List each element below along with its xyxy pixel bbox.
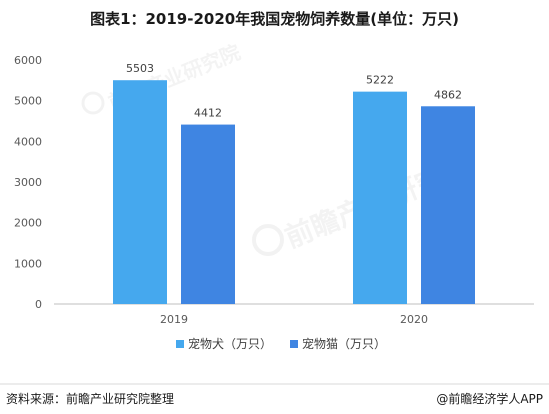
x-category-label: 2019 [160, 313, 188, 326]
data-label: 4412 [194, 107, 222, 120]
y-tick-label: 4000 [14, 135, 42, 148]
legend-label-cat: 宠物猫（万只） [302, 336, 386, 351]
category-labels: 2019 2020 [160, 313, 428, 326]
y-tick-label: 6000 [14, 54, 42, 67]
footer-source: 资料来源：前瞻产业研究院整理 [6, 391, 174, 406]
bars [113, 80, 475, 305]
bar-dog-2019 [113, 80, 167, 304]
data-label: 5503 [126, 62, 154, 75]
chart-title: 图表1：2019-2020年我国宠物饲养数量(单位：万只) [90, 10, 459, 28]
bar-cat-2020 [421, 106, 475, 305]
legend-label-dog: 宠物犬（万只） [188, 336, 272, 351]
footer-brand: @前瞻经济学人APP [436, 391, 543, 406]
y-axis-ticks: 0 1000 2000 3000 4000 5000 6000 [14, 54, 42, 311]
legend: 宠物犬（万只） 宠物猫（万只） [176, 336, 386, 351]
data-label: 5222 [366, 74, 394, 87]
bar-cat-2019 [181, 124, 235, 304]
legend-swatch-dog [176, 340, 184, 348]
y-tick-label: 5000 [14, 95, 42, 108]
y-tick-label: 0 [35, 298, 42, 311]
legend-swatch-cat [290, 340, 298, 348]
y-tick-label: 3000 [14, 176, 42, 189]
data-labels: 5503 4412 5222 4862 [126, 62, 462, 119]
y-tick-label: 2000 [14, 217, 42, 230]
y-tick-label: 1000 [14, 257, 42, 270]
bar-dog-2020 [353, 91, 407, 304]
x-category-label: 2020 [400, 313, 428, 326]
data-label: 4862 [434, 88, 462, 101]
